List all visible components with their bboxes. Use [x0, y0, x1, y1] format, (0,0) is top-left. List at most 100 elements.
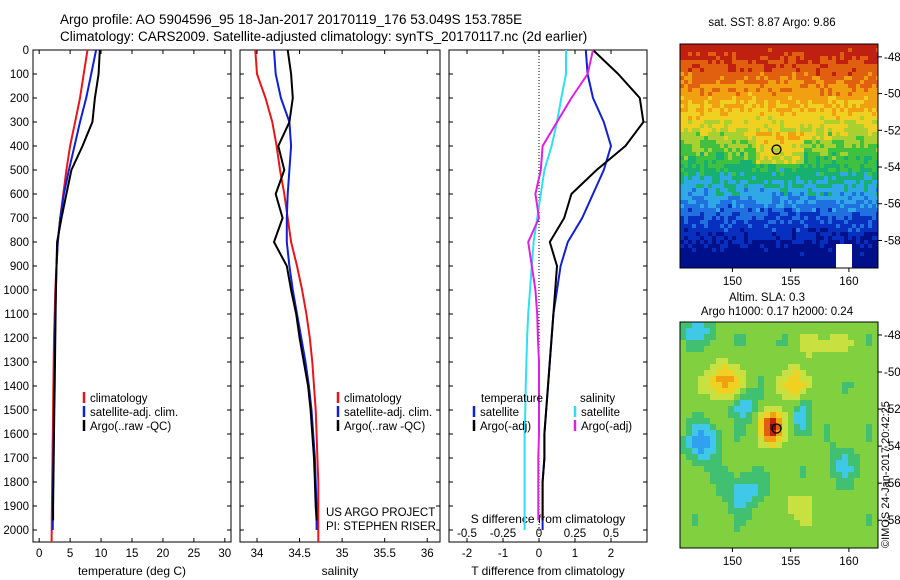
heatmap-cell [764, 532, 771, 539]
heatmap-cell [800, 454, 807, 461]
heatmap-cell [684, 48, 689, 53]
heatmap-cell [808, 192, 813, 197]
heatmap-cell [696, 68, 701, 73]
heatmap-cell [704, 124, 709, 129]
heatmap-cell [704, 192, 709, 197]
heatmap-cell [848, 112, 853, 117]
heatmap-cell [828, 120, 833, 125]
heatmap-cell [692, 60, 697, 65]
title-line-2: Climatology: CARS2009. Satellite-adjuste… [60, 29, 588, 44]
heatmap-cell [866, 478, 873, 485]
heatmap-cell [836, 92, 841, 97]
heatmap-cell [756, 244, 761, 249]
heatmap-cell [734, 328, 741, 335]
heatmap-cell [836, 514, 843, 521]
heatmap-cell [776, 88, 781, 93]
heatmap-cell [788, 204, 793, 209]
lon-tick-label: 160 [839, 276, 858, 288]
heatmap-cell [852, 236, 857, 241]
heatmap-cell [696, 64, 701, 69]
heatmap-cell [728, 124, 733, 129]
heatmap-cell [776, 52, 781, 57]
heatmap-cell [760, 120, 765, 125]
heatmap-cell [760, 112, 765, 117]
heatmap-cell [848, 212, 853, 217]
heatmap-cell [844, 136, 849, 141]
heatmap-cell [792, 132, 797, 137]
heatmap-cell [734, 430, 741, 437]
heatmap-cell [688, 100, 693, 105]
heatmap-cell [792, 224, 797, 229]
heatmap-cell [840, 140, 845, 145]
heatmap-cell [740, 322, 747, 329]
heatmap-cell [744, 132, 749, 137]
heatmap-cell [866, 328, 873, 335]
heatmap-cell [848, 60, 853, 65]
heatmap-cell [788, 508, 795, 515]
heatmap-cell [816, 164, 821, 169]
heatmap-cell [864, 200, 869, 205]
heatmap-cell [844, 112, 849, 117]
heatmap-cell [808, 224, 813, 229]
heatmap-cell [842, 358, 849, 365]
heatmap-cell [806, 322, 813, 329]
heatmap-cell [688, 48, 693, 53]
heatmap-cell [744, 192, 749, 197]
heatmap-cell [768, 236, 773, 241]
heatmap-cell [796, 156, 801, 161]
heatmap-cell [800, 216, 805, 221]
heatmap-cell [804, 264, 809, 268]
heatmap-cell [724, 256, 729, 261]
heatmap-cell [812, 84, 817, 89]
heatmap-cell [708, 264, 713, 268]
heatmap-cell [860, 216, 865, 221]
heatmap-cell [708, 240, 713, 245]
heatmap-cell [758, 538, 765, 545]
heatmap-cell [872, 340, 878, 347]
heatmap-cell [872, 136, 877, 141]
heatmap-cell [818, 538, 825, 545]
heatmap-cell [776, 352, 783, 359]
heatmap-cell [780, 236, 785, 241]
heatmap-cell [804, 156, 809, 161]
heatmap-cell [818, 352, 825, 359]
heatmap-cell [868, 212, 873, 217]
heatmap-cell [720, 100, 725, 105]
heatmap-cell [868, 236, 873, 241]
heatmap-cell [698, 334, 705, 341]
heatmap-cell [752, 346, 759, 353]
heatmap-cell [688, 112, 693, 117]
heatmap-cell [740, 466, 747, 473]
heatmap-cell [704, 376, 711, 383]
heatmap-cell [852, 84, 857, 89]
heatmap-cell [808, 156, 813, 161]
heatmap-cell [848, 364, 855, 371]
heatmap-cell [876, 172, 878, 177]
heatmap-cell [692, 204, 697, 209]
heatmap-cell [820, 172, 825, 177]
heatmap-cell [746, 448, 753, 455]
heatmap-cell [768, 132, 773, 137]
heatmap-cell [708, 164, 713, 169]
heatmap-cell [700, 220, 705, 225]
heatmap-cell [812, 200, 817, 205]
heatmap-cell [832, 100, 837, 105]
heatmap-cell [812, 400, 819, 407]
heatmap-cell [856, 124, 861, 129]
heatmap-cell [796, 80, 801, 85]
heatmap-cell [804, 60, 809, 65]
heatmap-cell [812, 124, 817, 129]
heatmap-cell [776, 160, 781, 165]
heatmap-cell [780, 108, 785, 113]
heatmap-cell [852, 196, 857, 201]
legend-title-salinity: salinity [580, 393, 615, 405]
heatmap-cell [804, 240, 809, 245]
heatmap-cell [808, 112, 813, 117]
heatmap-cell [680, 544, 687, 548]
heatmap-cell [824, 248, 829, 253]
heatmap-cell [722, 346, 729, 353]
heatmap-cell [752, 188, 757, 193]
heatmap-cell [866, 370, 873, 377]
heatmap-cell [768, 244, 773, 249]
heatmap-cell [800, 358, 807, 365]
